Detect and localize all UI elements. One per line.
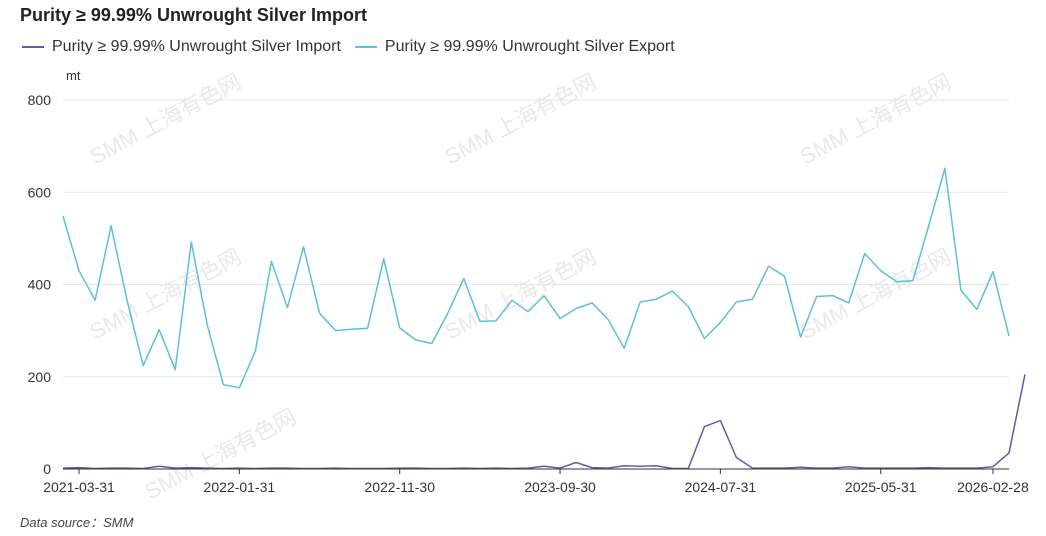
y-tick-label: 800 (28, 92, 52, 108)
x-tick-label: 2023-09-30 (524, 479, 596, 495)
x-tick-label: 2025-05-31 (845, 479, 917, 495)
legend-swatch-export (354, 46, 377, 48)
watermark-text: SMM 上海有色网 (441, 69, 601, 170)
watermark-text: SMM 上海有色网 (86, 244, 246, 345)
y-tick-label: 600 (28, 184, 52, 200)
y-tick-label: 200 (28, 369, 52, 385)
chart-title: Purity ≥ 99.99% Unwrought Silver Import (20, 5, 367, 25)
watermark-text: SMM 上海有色网 (796, 69, 956, 170)
x-tick-label: 2026-02-28 (957, 479, 1029, 495)
x-tick-label: 2022-01-31 (204, 479, 276, 495)
legend-swatch-import (22, 46, 44, 48)
y-tick-label: 400 (28, 277, 52, 293)
y-tick-label: 0 (43, 461, 51, 477)
watermark-text: SMM 上海有色网 (796, 244, 956, 345)
x-tick-label: 2021-03-31 (43, 479, 115, 495)
watermark-layer: SMM 上海有色网 SMM 上海有色网 SMM 上海有色网 SMM 上海有色网 SMM … (86, 69, 956, 505)
grid-layer: 0 200 400 600 800 (28, 92, 1009, 477)
chart-legend: Purity ≥ 99.99% Unwrought Silver Import … (22, 38, 675, 56)
legend-label-export: Purity ≥ 99.99% Unwrought Silver Export (384, 38, 675, 55)
x-tick-label: 2024-07-31 (685, 479, 757, 495)
legend-item-import[interactable]: Purity ≥ 99.99% Unwrought Silver Import (22, 38, 341, 56)
legend-item-export[interactable]: Purity ≥ 99.99% Unwrought Silver Export (354, 38, 675, 56)
watermark-text: SMM 上海有色网 (441, 244, 601, 345)
axis-layer: 2021-03-31 2022-01-31 2022-11-30 2023-09-30… (43, 468, 1029, 495)
watermark-text: SMM 上海有色网 (86, 69, 246, 170)
x-tick-label: 2022-11-30 (364, 479, 435, 495)
data-source-note: Data source：SMM (20, 515, 134, 530)
legend-label-import: Purity ≥ 99.99% Unwrought Silver Import (52, 38, 341, 55)
series-line-export[interactable] (62, 167, 1010, 389)
y-axis-unit: mt (66, 68, 81, 83)
series-layer (62, 167, 1026, 470)
